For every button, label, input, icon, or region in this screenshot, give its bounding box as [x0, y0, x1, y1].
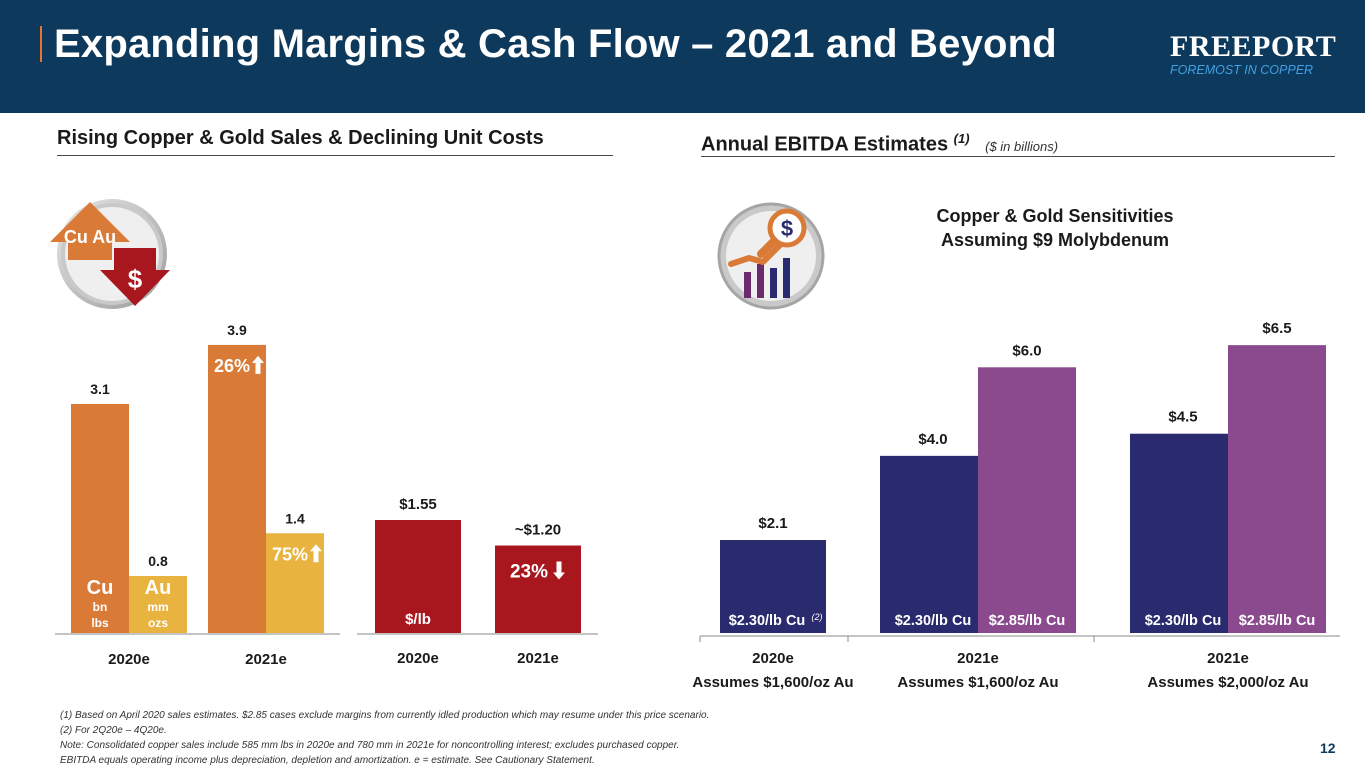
ebitda-value-0-0: $2.1	[758, 515, 787, 532]
cost-value-2020e: $1.55	[399, 496, 437, 513]
company-logo: FREEPORT FOREMOST IN COPPER	[1170, 32, 1340, 78]
sales-au-label: Au	[145, 577, 172, 599]
sales-value-au-2020e: 0.8	[148, 553, 168, 569]
cost-decline-label: 23%	[510, 562, 548, 583]
ebitda-assumption-2: Assumes $2,000/oz Au	[1147, 674, 1308, 691]
ebitda-category-1: 2021e	[957, 650, 999, 667]
ebitda-bar-2-0	[1130, 433, 1236, 633]
ebitda-assumption-1: Assumes $1,600/oz Au	[897, 674, 1058, 691]
footnote-note: Note: Consolidated copper sales include …	[60, 740, 680, 751]
ebitda-bar-label-sup-0-0: (2)	[812, 612, 823, 622]
left-section-rule	[57, 155, 613, 156]
sales-value-au-2021e: 1.4	[285, 510, 305, 526]
ebitda-bar-label-2-1: $2.85/lb Cu	[1239, 613, 1316, 629]
footnote-ebitda-def: EBITDA equals operating income plus depr…	[60, 755, 595, 766]
ebitda-bar-2-1	[1228, 345, 1326, 633]
ebitda-bar-1-0	[880, 455, 986, 633]
footnotes: (1) Based on April 2020 sales estimates.…	[60, 708, 709, 768]
sales-value-cu-2021e: 3.9	[227, 322, 247, 338]
left-section-title: Rising Copper & Gold Sales & Declining U…	[57, 127, 544, 149]
icon-cu-au-label: Cu Au	[64, 227, 116, 247]
ebitda-assumption-0: Assumes $1,600/oz Au	[692, 674, 853, 691]
right-section-title-text: Annual EBITDA Estimates	[701, 133, 949, 156]
sales-au-unit-1: mm	[147, 600, 168, 614]
cost-bar-2020e	[375, 520, 461, 633]
ebitda-analysis-icon: $	[717, 202, 825, 310]
sales-category-2020e: 2020e	[108, 651, 150, 668]
right-section-rule	[701, 156, 1335, 157]
sales-value-cu-2020e: 3.1	[90, 381, 110, 397]
logo-name: FREEPORT	[1170, 30, 1337, 63]
ebitda-value-1-1: $6.0	[1012, 342, 1041, 359]
sales-bar-cu-2020e	[71, 404, 129, 633]
page-number: 12	[1320, 740, 1336, 756]
ebitda-bar-label-0-0: $2.30/lb Cu	[729, 613, 806, 629]
right-section-title-footnote: (1)	[953, 131, 970, 146]
copper-gold-cost-icon: Cu Au $	[50, 199, 170, 309]
footnote-1: (1) Based on April 2020 sales estimates.…	[60, 710, 710, 721]
sensitivity-line-1: Copper & Gold Sensitivities	[936, 206, 1174, 226]
ebitda-bar-label-1-1: $2.85/lb Cu	[989, 613, 1066, 629]
ebitda-value-1-0: $4.0	[918, 431, 947, 448]
sensitivity-title: Copper & Gold Sensitivities Assuming $9 …	[900, 204, 1210, 252]
sales-cu-unit-2: lbs	[91, 616, 109, 630]
ebitda-value-2-1: $6.5	[1262, 320, 1291, 337]
title-accent-line	[40, 26, 42, 62]
page-title: Expanding Margins & Cash Flow – 2021 and…	[54, 22, 1057, 66]
cost-value-2021e: ~$1.20	[515, 522, 561, 539]
sales-growth-arrow-au	[310, 544, 322, 563]
header-bar: Expanding Margins & Cash Flow – 2021 and…	[0, 0, 1365, 113]
right-section-title: Annual EBITDA Estimates (1) ($ in billio…	[701, 131, 1058, 157]
sales-au-unit-2: ozs	[148, 616, 168, 630]
ebitda-category-2: 2021e	[1207, 650, 1249, 667]
cost-category-2021e: 2021e	[517, 650, 559, 667]
cost-decline-arrow	[553, 561, 565, 580]
sales-bar-au-2020e	[129, 576, 187, 633]
ebitda-category-0: 2020e	[752, 650, 794, 667]
ebitda-bar-0-0	[720, 540, 826, 633]
icon-magnifier-dollar: $	[781, 216, 793, 241]
sales-growth-au: 75%	[272, 544, 308, 564]
sales-growth-arrow-cu	[252, 355, 264, 374]
cost-category-2020e: 2020e	[397, 650, 439, 667]
ebitda-bar-1-1	[978, 367, 1076, 633]
sales-growth-cu: 26%	[214, 356, 250, 376]
ebitda-value-2-0: $4.5	[1168, 409, 1197, 426]
sales-bar-cu-2021e	[208, 344, 266, 633]
logo-tagline: FOREMOST IN COPPER	[1170, 63, 1314, 77]
cost-unit-label: $/lb	[405, 611, 431, 628]
sensitivity-line-2: Assuming $9 Molybdenum	[940, 230, 1170, 250]
cost-bar-2021e	[495, 545, 581, 633]
footnote-2: (2) For 2Q20e – 4Q20e.	[60, 725, 167, 736]
ebitda-bar-label-1-0: $2.30/lb Cu	[895, 613, 972, 629]
sales-category-2021e: 2021e	[245, 651, 287, 668]
right-section-subtitle: ($ in billions)	[985, 138, 1059, 154]
ebitda-bar-label-2-0: $2.30/lb Cu	[1145, 613, 1222, 629]
sales-cu-label: Cu	[87, 577, 114, 599]
icon-dollar-symbol: $	[128, 264, 143, 294]
sales-cu-unit-1: bn	[93, 600, 108, 614]
